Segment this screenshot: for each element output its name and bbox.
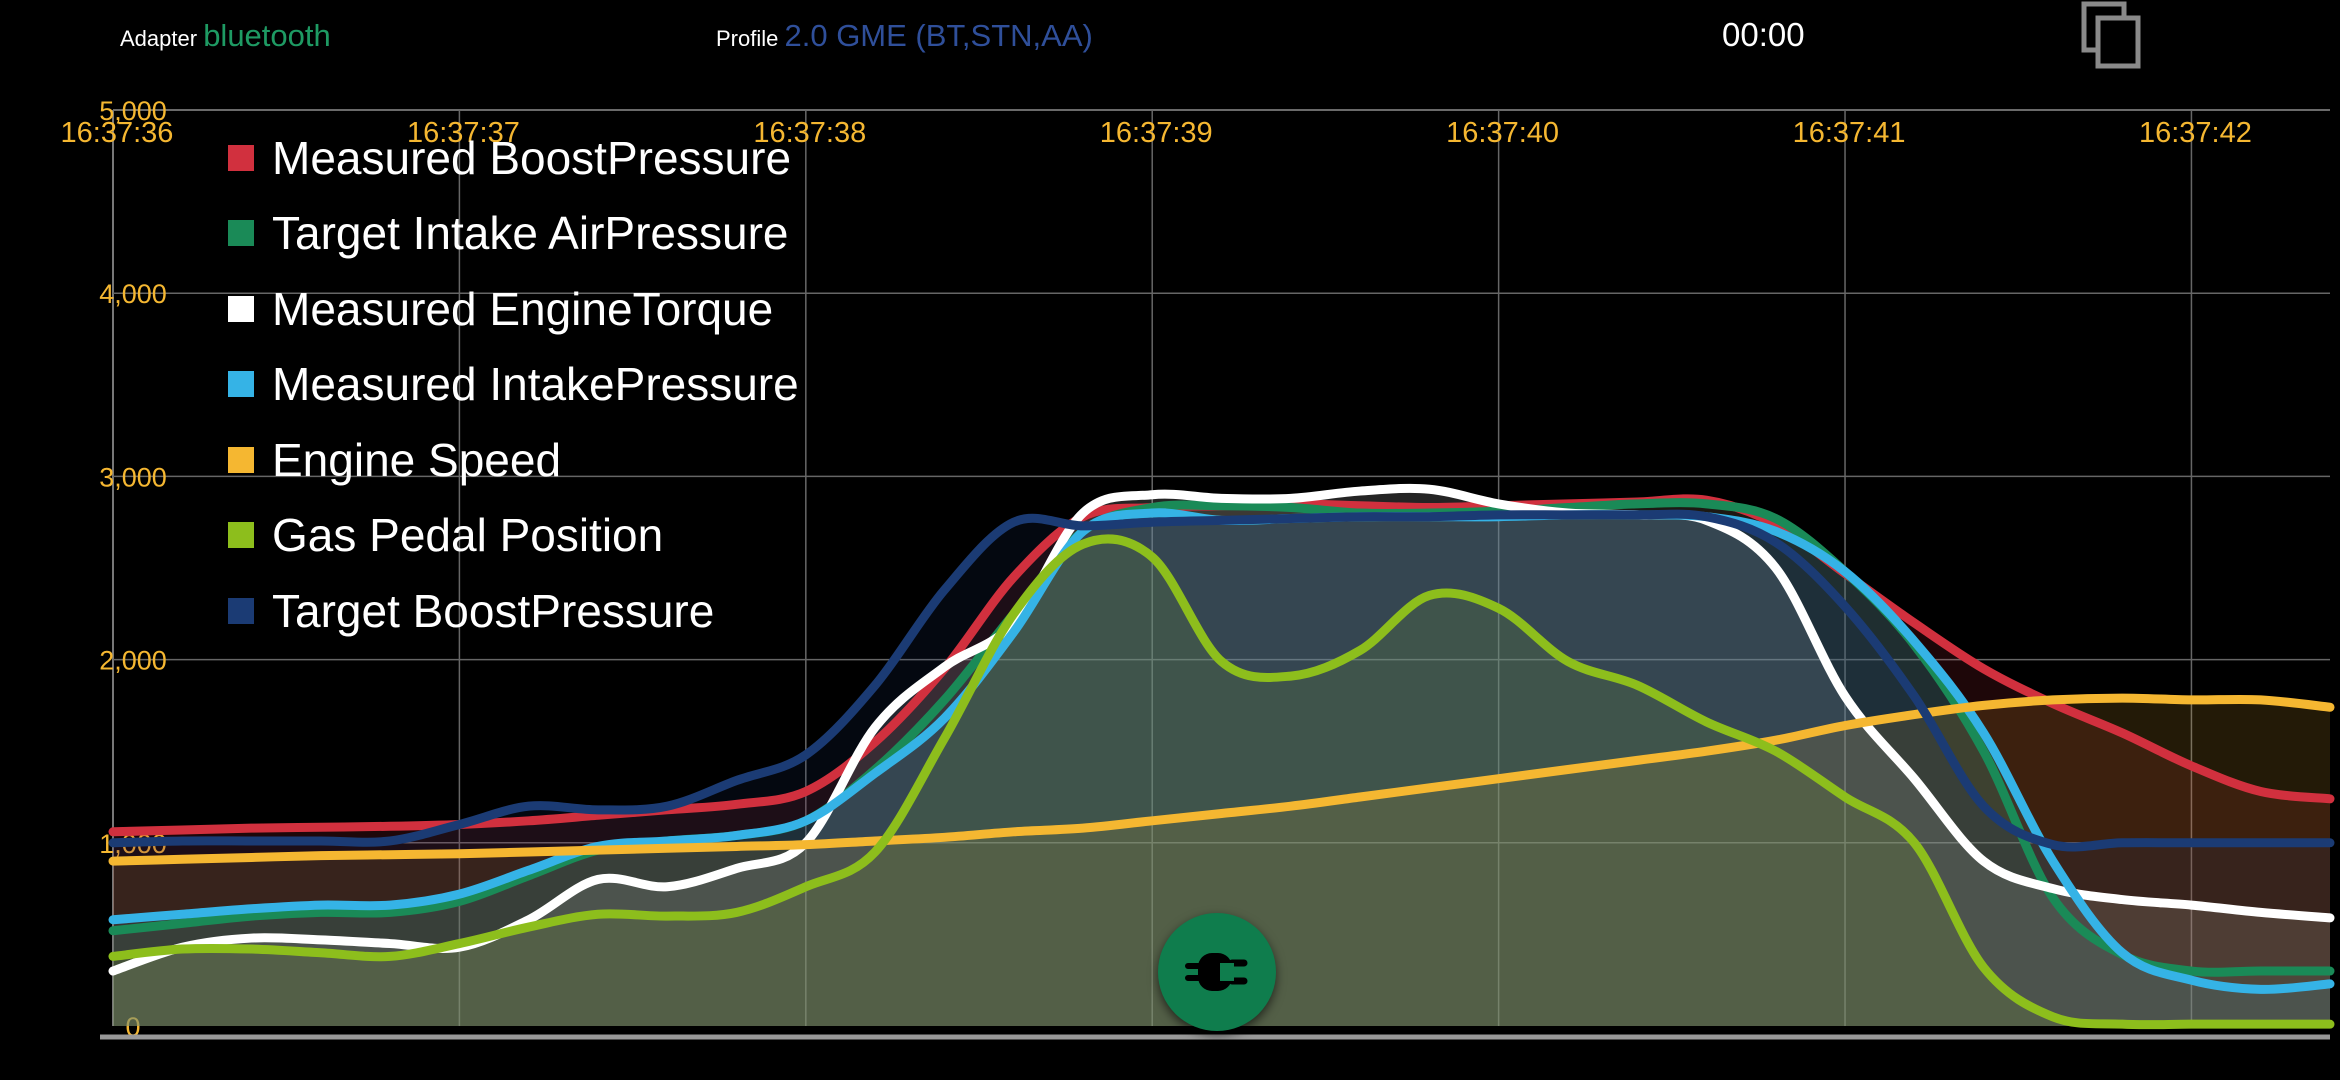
chart-legend: Measured BoostPressure Target Intake AirP… (228, 120, 799, 649)
copy-icon[interactable] (2078, 0, 2148, 72)
x-tick-label: 16:37:37 (407, 117, 520, 149)
series-line (108, 534, 2335, 1030)
connector-plug-icon (1185, 953, 1248, 991)
legend-label: Gas Pedal Position (272, 509, 664, 562)
x-tick-label: 16:37:36 (61, 117, 174, 149)
x-tick-label: 16:37:39 (1100, 117, 1213, 149)
legend-item: Measured EngineTorque (228, 271, 799, 347)
legend-item: Engine Speed (228, 422, 799, 498)
legend-label: Measured BoostPressure (272, 131, 792, 184)
legend-label: Target BoostPressure (272, 584, 715, 637)
adapter-value: bluetooth (203, 18, 331, 53)
legend-item: Target BoostPressure (228, 573, 799, 649)
legend-item: Measured IntakePressure (228, 347, 799, 423)
legend-swatch (228, 295, 254, 322)
profile-label: Profile (716, 26, 779, 51)
adapter-status: Adapter bluetooth (120, 18, 331, 54)
legend-item: Target Intake AirPressure (228, 196, 799, 272)
session-timer: 00:00 (1722, 16, 1805, 53)
profile-value: 2.0 GME (BT,STN,AA) (784, 18, 1093, 53)
series-area (113, 498, 2330, 1026)
adapter-label: Adapter (120, 26, 198, 51)
legend-label: Measured EngineTorque (272, 282, 774, 335)
legend-swatch (228, 144, 254, 171)
legend-swatch (228, 522, 254, 549)
x-tick-label: 16:37:40 (1446, 117, 1559, 149)
legend-swatch (228, 220, 254, 247)
series-area (113, 488, 2330, 1026)
series-area (113, 538, 2330, 1026)
x-tick-label: 16:37:41 (1793, 117, 1906, 149)
x-tick-label: 16:37:38 (753, 117, 866, 149)
legend-item: Gas Pedal Position (228, 498, 799, 574)
legend-swatch (228, 446, 254, 473)
series-area (113, 698, 2330, 1026)
series-line (108, 693, 2335, 866)
y-tick-label: 3,000 (99, 462, 167, 492)
legend-label: Engine Speed (272, 433, 562, 486)
profile-status: Profile 2.0 GME (BT,STN,AA) (716, 18, 1093, 54)
series-line (108, 498, 2335, 977)
y-tick-label: 2,000 (99, 646, 167, 676)
legend-label: Measured IntakePressure (272, 358, 799, 411)
legend-swatch (228, 371, 254, 398)
legend-label: Target Intake AirPressure (272, 207, 789, 260)
legend-swatch (228, 597, 254, 624)
x-tick-label: 16:37:42 (2139, 117, 2252, 149)
series-area (113, 514, 2330, 1026)
connect-button[interactable] (1158, 913, 1276, 1031)
series-area (113, 512, 2330, 1026)
y-tick-label: 4,000 (99, 279, 167, 309)
y-tick-label: 5,000 (99, 96, 167, 126)
series-area (113, 502, 2330, 1027)
series-line (108, 509, 2335, 852)
legend-item: Measured BoostPressure (228, 120, 799, 196)
